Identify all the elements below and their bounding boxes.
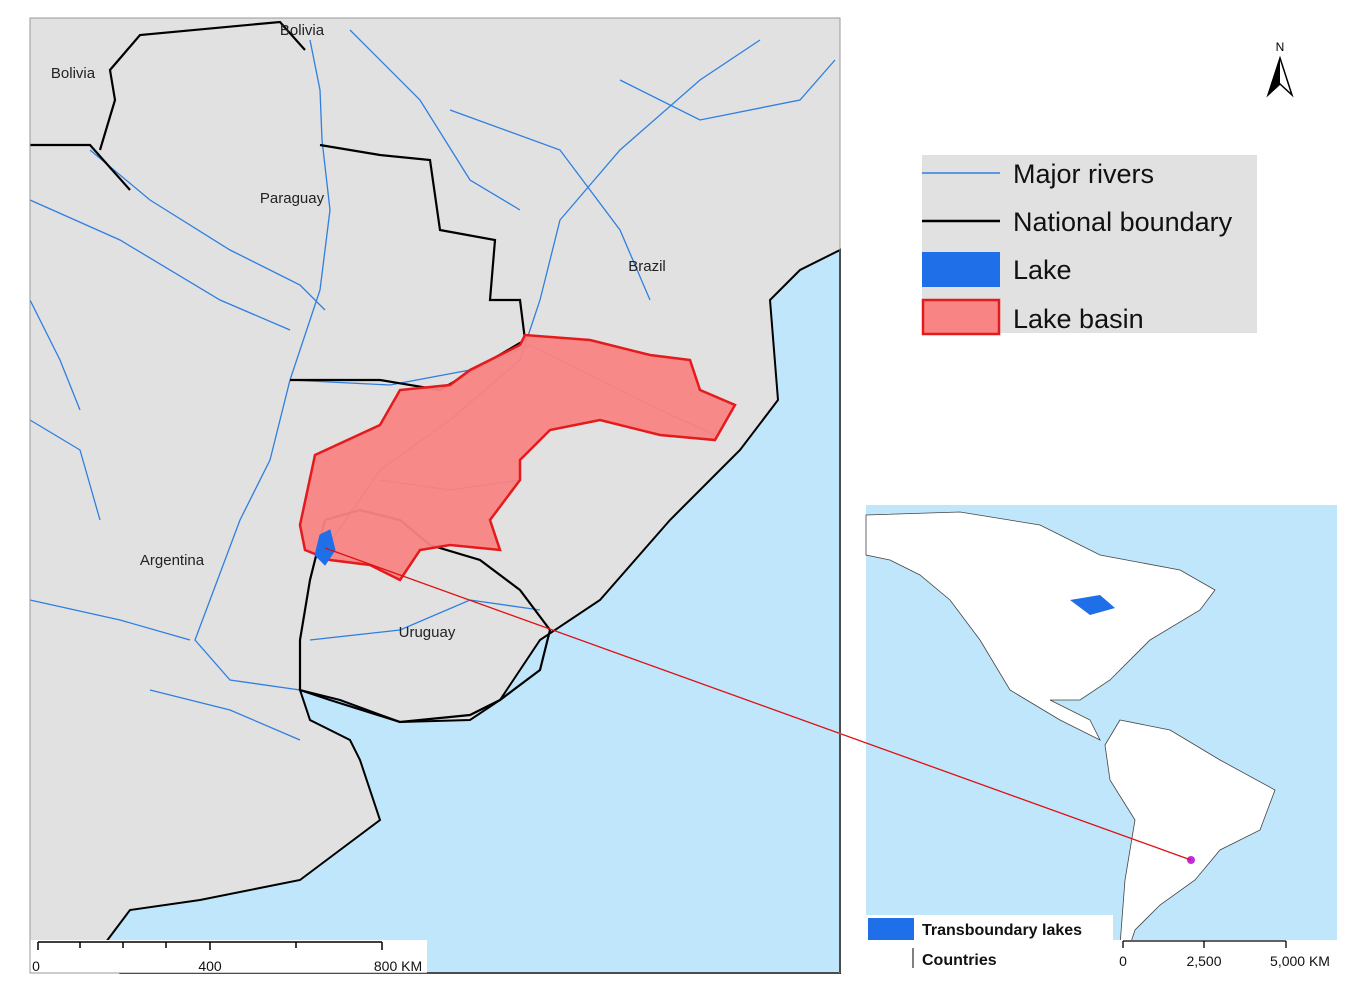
river	[619, 59, 836, 121]
river	[349, 29, 521, 211]
inset-scale-label: 2,500	[1186, 953, 1221, 969]
national-boundary	[290, 143, 527, 392]
inset-scale-label: 0	[1119, 953, 1127, 969]
north-america	[865, 511, 1216, 741]
inset-scale-background	[1113, 940, 1337, 970]
river	[29, 599, 191, 641]
inset-legend-label: Transboundary lakes	[922, 922, 1082, 939]
legend: Major rivers National boundary Lake Lake…	[921, 155, 1257, 336]
river	[449, 109, 651, 301]
inset-legend-lakes	[868, 918, 914, 940]
legend-label: National boundary	[1013, 207, 1233, 237]
legend-lake	[922, 252, 1000, 287]
scale-bar	[37, 941, 383, 950]
connector-line	[324, 547, 1192, 861]
scale-label: 400	[198, 958, 222, 974]
country-label: Argentina	[140, 552, 205, 569]
south-america	[1104, 719, 1276, 946]
national-boundary	[30, 143, 131, 191]
national-boundary	[98, 20, 306, 151]
main-map: Bolivia Bolivia Paraguay Brazil Argentin…	[29, 18, 841, 974]
river	[29, 419, 101, 521]
country-label: Bolivia	[51, 65, 96, 82]
inset-legend-label: Countries	[922, 952, 997, 969]
inset-scale-label: 5,000 KM	[1270, 953, 1330, 969]
great-lakes	[1070, 595, 1115, 615]
river	[309, 599, 541, 641]
country-label: Paraguay	[260, 190, 325, 207]
legend-label: Lake basin	[1013, 304, 1144, 334]
scale-label: 0	[32, 958, 40, 974]
river	[29, 199, 291, 331]
north-arrow-half	[1268, 58, 1280, 95]
lake-basin	[298, 333, 737, 582]
scale-label: 800 KM	[374, 958, 422, 974]
river	[149, 689, 301, 741]
north-label: N	[1276, 40, 1285, 54]
country-label: Brazil	[628, 258, 666, 275]
lake	[314, 529, 336, 566]
legend-label: Lake	[1013, 255, 1072, 285]
country-label: Bolivia	[280, 22, 325, 39]
river	[29, 299, 81, 411]
legend-basin	[921, 298, 1001, 336]
legend-label: Major rivers	[1013, 159, 1154, 189]
inset-map: Transboundary lakes Countries 0 2,500 5,…	[865, 505, 1337, 970]
scale-bar-background	[30, 940, 427, 973]
country-label: Uruguay	[399, 624, 456, 641]
inset-scale-bar	[1122, 940, 1287, 948]
map-frame	[29, 17, 841, 974]
river	[89, 149, 326, 311]
